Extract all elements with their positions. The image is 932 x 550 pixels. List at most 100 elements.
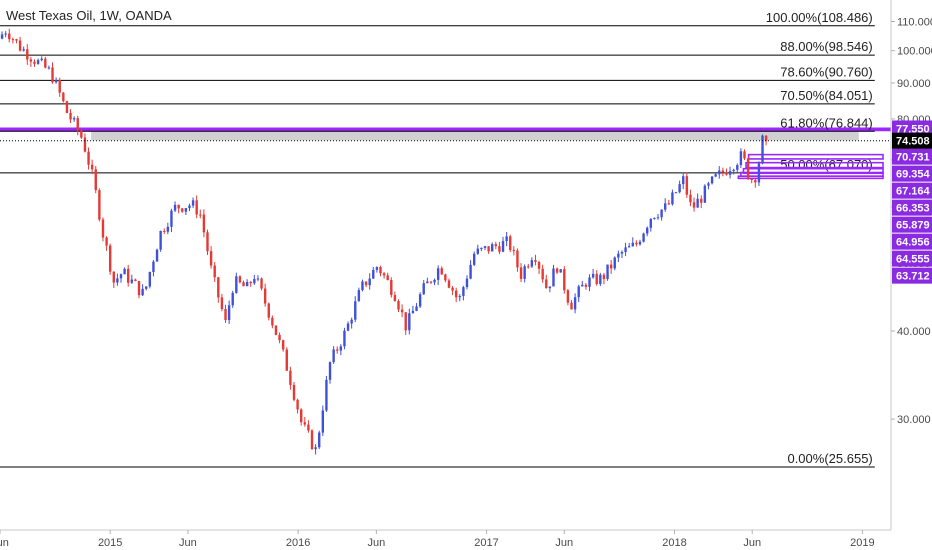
candle-body <box>62 92 65 102</box>
candle-body <box>278 334 281 341</box>
candle-body <box>141 288 144 296</box>
candle-body <box>426 281 429 284</box>
candle-body <box>707 183 710 186</box>
x-tick-label: Jun <box>0 537 9 549</box>
candle-body <box>191 200 195 206</box>
candle-body <box>8 33 11 40</box>
candle-body <box>732 169 735 172</box>
candle-body <box>209 251 213 266</box>
candle-body <box>361 281 364 291</box>
candle-body <box>671 192 674 205</box>
candle-body <box>397 301 400 310</box>
candle-body <box>523 266 526 279</box>
candle-body <box>155 249 159 262</box>
purple-boxes-layer <box>737 153 884 180</box>
candle-body <box>667 203 671 205</box>
candle-body <box>703 185 707 203</box>
candle-body <box>487 246 490 252</box>
price-tags-layer: 77.550 70.731 69.354 67.164 66.353 65.879 64.9… <box>892 120 932 284</box>
price-tag-label: 66.353 <box>896 203 930 215</box>
y-tick-label: 40.000 <box>897 326 931 338</box>
candle-body <box>581 284 584 287</box>
candle-body <box>451 287 454 291</box>
candle-body <box>498 246 501 252</box>
candle-body <box>354 301 357 320</box>
price-tag-bg <box>892 216 932 233</box>
candle-body <box>285 349 288 371</box>
price-tag-bg <box>892 182 932 199</box>
candle-body <box>26 49 29 60</box>
candle-body <box>220 297 224 309</box>
candle-body <box>65 101 69 113</box>
resistance-zone-layer <box>0 127 891 141</box>
x-tick-label: Jun <box>367 537 385 549</box>
candle-body <box>350 319 353 324</box>
price-tag-label: 70.731 <box>896 152 930 164</box>
candle-body <box>242 282 245 287</box>
candle-body <box>343 330 346 347</box>
candle-body <box>750 179 753 181</box>
price-tag-label: 64.555 <box>896 254 930 266</box>
candle-body <box>653 217 656 219</box>
candle-body <box>692 202 696 208</box>
candle-body <box>685 176 689 195</box>
candle-body <box>289 370 292 385</box>
candle-body <box>47 67 51 69</box>
candle-body <box>559 269 562 273</box>
candle-body <box>411 310 415 314</box>
candle-body <box>483 246 487 248</box>
candle-body <box>29 59 33 62</box>
candle-body <box>213 265 216 278</box>
support-box-4 <box>737 175 884 180</box>
candle-body <box>404 312 407 331</box>
candle-body <box>188 205 191 209</box>
candle-body <box>364 281 368 286</box>
x-tick-label: 2016 <box>286 537 310 549</box>
candle-body <box>206 232 209 252</box>
x-tick-label: 2018 <box>662 537 686 549</box>
candle-body <box>310 430 314 450</box>
chart-title: West Texas Oil, 1W, OANDA <box>6 8 172 23</box>
candle-body <box>728 171 732 175</box>
candle-body <box>382 273 386 276</box>
candle-body <box>415 306 418 311</box>
candle-body <box>314 447 317 450</box>
fib-label-0: 100.00%(108.486) <box>766 10 873 25</box>
candle-body <box>18 40 22 51</box>
candle-body <box>386 275 389 280</box>
candle-body <box>512 249 516 251</box>
candle-body <box>0 34 4 39</box>
candle-body <box>408 313 411 331</box>
time-axis[interactable]: Jun 2015 Jun 2016 Jun 2017 Jun 2018 Jun 2019 <box>0 530 875 549</box>
candle-body <box>476 248 479 254</box>
candle-body <box>296 399 299 410</box>
support-box-1 <box>745 161 884 169</box>
x-tick-label: 2019 <box>850 537 874 549</box>
candle-body <box>509 236 512 250</box>
candle-body <box>501 241 505 252</box>
candle-body <box>119 274 123 279</box>
candle-body <box>577 286 580 298</box>
candle-body <box>195 200 198 215</box>
candle-body <box>184 208 188 212</box>
candle-body <box>238 276 242 283</box>
candle-body <box>80 130 83 138</box>
candle-body <box>267 303 270 318</box>
candle-body <box>127 268 130 283</box>
price-tag-label: 63.712 <box>896 271 930 283</box>
current-price-tag-bg <box>892 132 932 149</box>
candle-body <box>134 279 137 282</box>
candle-body <box>714 174 717 177</box>
price-tag-bg <box>892 165 932 182</box>
candle-body <box>563 269 566 291</box>
candle-body <box>69 112 72 120</box>
candle-body <box>199 214 202 216</box>
candle-body <box>256 278 260 280</box>
candle-body <box>235 276 238 293</box>
candle-body <box>393 295 397 302</box>
candle-body <box>743 151 746 159</box>
candle-body <box>231 292 234 306</box>
candle-body <box>566 290 570 303</box>
